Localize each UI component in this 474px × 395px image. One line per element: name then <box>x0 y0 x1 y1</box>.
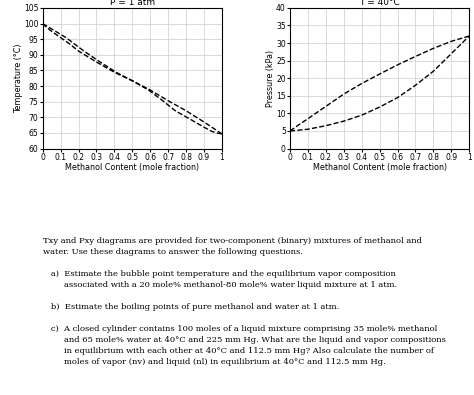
Text: Txy and Pxy diagrams are provided for two-component (binary) mixtures of methano: Txy and Pxy diagrams are provided for tw… <box>43 237 446 366</box>
Title: Methanol-Water vapor-liquid
equilibrium data
T = 40°C: Methanol-Water vapor-liquid equilibrium … <box>316 0 444 7</box>
Y-axis label: Pressure (kPa): Pressure (kPa) <box>266 50 275 107</box>
X-axis label: Methanol Content (mole fraction): Methanol Content (mole fraction) <box>65 163 200 172</box>
Title: Methanol-Water vapor-liquid
equilibrium data
P = 1 atm: Methanol-Water vapor-liquid equilibrium … <box>68 0 196 7</box>
Y-axis label: Temperature (°C): Temperature (°C) <box>14 43 23 113</box>
X-axis label: Methanol Content (mole fraction): Methanol Content (mole fraction) <box>312 163 447 172</box>
